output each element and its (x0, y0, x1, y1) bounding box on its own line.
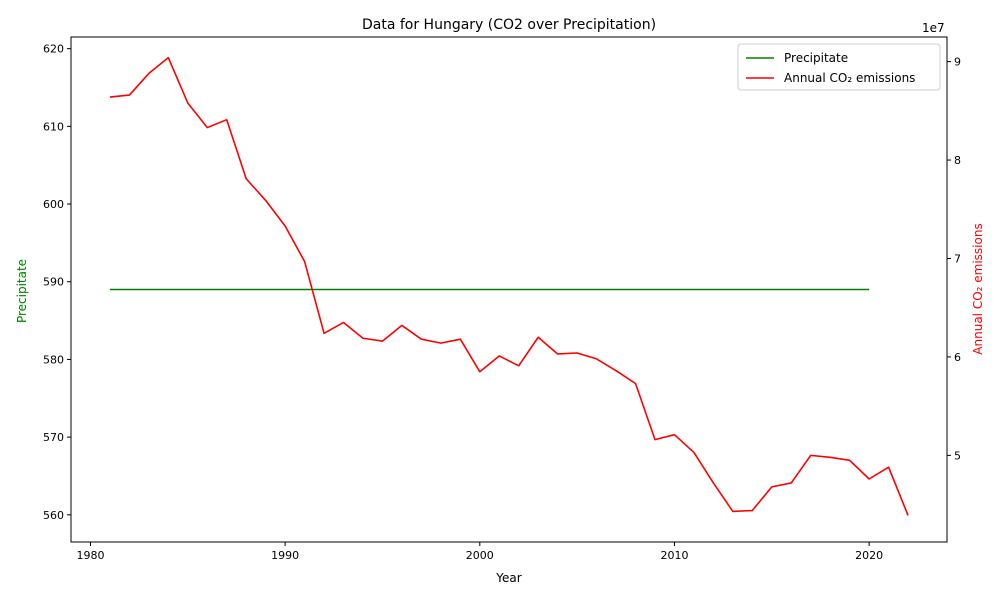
plot-lines (109, 56, 909, 516)
legend: Precipitate Annual CO₂ emissions (737, 43, 941, 91)
x-axis-label: Year (495, 571, 521, 585)
legend-box (737, 43, 941, 91)
y-left-tick-label: 580 (43, 353, 64, 366)
y-left-tick-label: 600 (43, 198, 64, 211)
y-left-tick-label: 620 (43, 43, 64, 56)
x-tick-label: 2000 (466, 549, 494, 562)
legend-label: Precipitate (784, 51, 848, 65)
y-left-tick-label: 590 (43, 276, 64, 289)
x-tick-label: 2020 (855, 549, 883, 562)
y-left-tick-label: 570 (43, 431, 64, 444)
y-left-tick-label: 610 (43, 120, 64, 133)
series-line-co2-emissions (109, 56, 909, 516)
y-axis-label-left: Precipitate (15, 259, 29, 323)
plot-frame (70, 36, 948, 543)
y-right-tick-label: 6 (954, 351, 961, 364)
legend-label: Annual CO₂ emissions (784, 71, 915, 85)
x-tick-label: 1980 (76, 549, 104, 562)
y-right-tick-label: 8 (954, 154, 961, 167)
chart-title: Data for Hungary (CO2 over Precipitation… (362, 17, 656, 33)
right-axis-offset-label: 1e7 (922, 21, 945, 35)
y-axis-label-right: Annual CO₂ emissions (971, 223, 985, 354)
y-right-tick-label: 9 (954, 56, 961, 69)
y-right-tick-label: 7 (954, 252, 961, 265)
y-left-tick-label: 560 (43, 509, 64, 522)
axes: 1980 1990 2000 2010 2020 560 570 580 590 600 610 62… (43, 36, 961, 562)
y-right-tick-label: 5 (954, 449, 961, 462)
x-tick-label: 1990 (271, 549, 299, 562)
x-tick-label: 2010 (660, 549, 688, 562)
